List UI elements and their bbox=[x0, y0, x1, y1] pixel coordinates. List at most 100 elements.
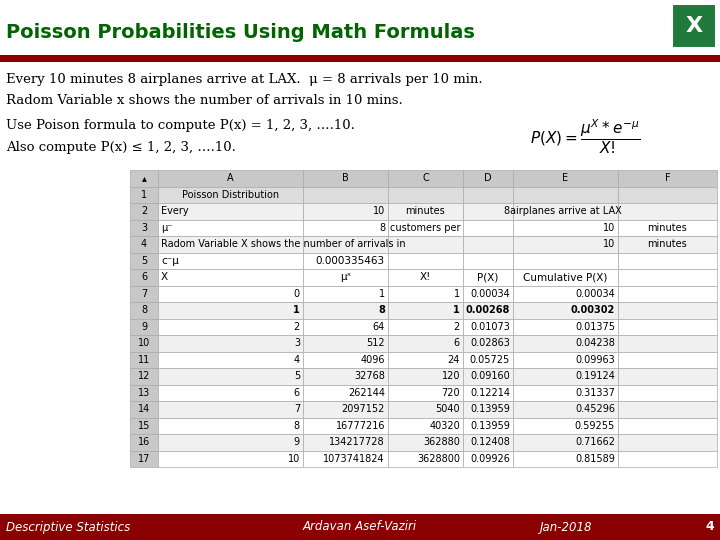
Bar bbox=[463, 450, 513, 467]
Text: 0.01073: 0.01073 bbox=[470, 322, 510, 332]
Bar bbox=[618, 352, 717, 368]
Bar bbox=[618, 319, 717, 335]
Bar bbox=[618, 186, 717, 203]
Bar bbox=[463, 417, 513, 434]
Text: 362880: 362880 bbox=[423, 437, 460, 447]
Bar bbox=[618, 253, 717, 269]
Bar bbox=[513, 368, 618, 384]
Text: μ⁻: μ⁻ bbox=[161, 222, 172, 233]
Text: 0.59255: 0.59255 bbox=[575, 421, 615, 431]
Text: 0.31337: 0.31337 bbox=[575, 388, 615, 398]
Text: 5: 5 bbox=[294, 372, 300, 381]
Bar bbox=[618, 170, 717, 186]
Text: Every: Every bbox=[161, 206, 189, 216]
Text: X!: X! bbox=[420, 272, 431, 282]
Bar bbox=[618, 269, 717, 286]
Text: 14: 14 bbox=[138, 404, 150, 414]
Text: 0.09926: 0.09926 bbox=[470, 454, 510, 464]
Text: 3: 3 bbox=[294, 338, 300, 348]
Text: 3628800: 3628800 bbox=[417, 454, 460, 464]
Bar bbox=[388, 286, 463, 302]
Bar bbox=[0, 55, 720, 62]
Bar bbox=[618, 335, 717, 352]
Text: 0.71662: 0.71662 bbox=[575, 437, 615, 447]
Bar bbox=[388, 269, 463, 286]
Bar bbox=[303, 352, 388, 368]
Text: 10: 10 bbox=[603, 239, 615, 249]
Text: 0.02863: 0.02863 bbox=[470, 338, 510, 348]
Bar bbox=[513, 236, 618, 253]
Bar bbox=[388, 401, 463, 417]
Text: Descriptive Statistics: Descriptive Statistics bbox=[6, 521, 130, 534]
Bar bbox=[513, 286, 618, 302]
Text: 0.19124: 0.19124 bbox=[575, 372, 615, 381]
Bar bbox=[158, 384, 303, 401]
Bar bbox=[513, 170, 618, 186]
Text: 1073741824: 1073741824 bbox=[323, 454, 385, 464]
Text: Cumulative P(X): Cumulative P(X) bbox=[523, 272, 608, 282]
Text: Every 10 minutes 8 airplanes arrive at LAX.  μ = 8 arrivals per 10 min.: Every 10 minutes 8 airplanes arrive at L… bbox=[6, 73, 482, 86]
Bar bbox=[303, 368, 388, 384]
Bar bbox=[463, 319, 513, 335]
Bar bbox=[513, 302, 618, 319]
Text: 15: 15 bbox=[138, 421, 150, 431]
Bar bbox=[513, 352, 618, 368]
Bar bbox=[513, 401, 618, 417]
Bar bbox=[463, 186, 513, 203]
Text: 10: 10 bbox=[603, 222, 615, 233]
Bar bbox=[618, 219, 717, 236]
Text: 0.000335463: 0.000335463 bbox=[316, 256, 385, 266]
Text: 16: 16 bbox=[138, 437, 150, 447]
Bar bbox=[463, 219, 513, 236]
Text: 12: 12 bbox=[138, 372, 150, 381]
Bar bbox=[303, 236, 388, 253]
Bar bbox=[158, 417, 303, 434]
Bar bbox=[618, 417, 717, 434]
Text: 1: 1 bbox=[141, 190, 147, 200]
Text: F: F bbox=[665, 173, 670, 183]
Bar bbox=[672, 4, 716, 48]
Bar bbox=[463, 434, 513, 450]
Bar bbox=[130, 368, 158, 384]
Text: P(X): P(X) bbox=[477, 272, 499, 282]
Text: 262144: 262144 bbox=[348, 388, 385, 398]
Text: ▴: ▴ bbox=[142, 173, 146, 183]
Bar bbox=[130, 302, 158, 319]
Text: 5040: 5040 bbox=[436, 404, 460, 414]
Text: 0.12408: 0.12408 bbox=[470, 437, 510, 447]
Bar bbox=[463, 253, 513, 269]
Text: 24: 24 bbox=[448, 355, 460, 365]
Text: 0.13959: 0.13959 bbox=[470, 404, 510, 414]
Text: C: C bbox=[422, 173, 429, 183]
Bar bbox=[130, 319, 158, 335]
Bar bbox=[158, 170, 303, 186]
Bar bbox=[158, 186, 303, 203]
Bar bbox=[513, 417, 618, 434]
Text: 9: 9 bbox=[141, 322, 147, 332]
Text: 0.12214: 0.12214 bbox=[470, 388, 510, 398]
Bar bbox=[388, 368, 463, 384]
Text: E: E bbox=[562, 173, 569, 183]
Bar bbox=[618, 368, 717, 384]
Bar bbox=[513, 253, 618, 269]
Text: customers per: customers per bbox=[390, 222, 461, 233]
Bar bbox=[303, 253, 388, 269]
Text: Ardavan Asef-Vaziri: Ardavan Asef-Vaziri bbox=[303, 521, 417, 534]
Bar bbox=[158, 434, 303, 450]
Text: 0.05725: 0.05725 bbox=[469, 355, 510, 365]
Text: 40320: 40320 bbox=[429, 421, 460, 431]
Bar bbox=[303, 302, 388, 319]
Text: Use Poison formula to compute P(x) = 1, 2, 3, ….10.: Use Poison formula to compute P(x) = 1, … bbox=[6, 119, 355, 132]
Text: 1: 1 bbox=[293, 305, 300, 315]
Bar bbox=[130, 219, 158, 236]
Text: 0.00268: 0.00268 bbox=[466, 305, 510, 315]
Bar bbox=[130, 335, 158, 352]
Bar bbox=[303, 384, 388, 401]
Bar bbox=[388, 186, 463, 203]
Bar bbox=[130, 417, 158, 434]
Bar bbox=[388, 236, 463, 253]
Bar bbox=[158, 286, 303, 302]
Bar bbox=[303, 401, 388, 417]
Bar bbox=[463, 236, 513, 253]
Bar bbox=[303, 170, 388, 186]
